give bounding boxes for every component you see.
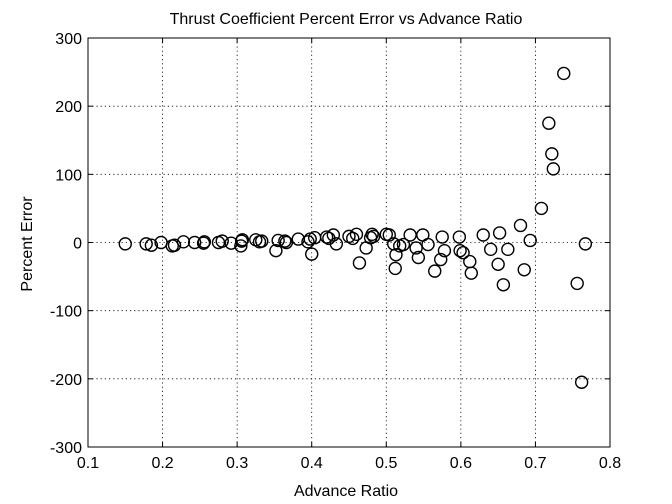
data-point-marker	[144, 238, 159, 252]
data-point-marker	[513, 218, 528, 233]
data-point-marker	[452, 230, 467, 244]
y-tick-label: 100	[55, 167, 82, 184]
y-tick-label: -100	[50, 304, 82, 321]
y-tick-label: 200	[55, 99, 82, 116]
y-tick-label: -200	[50, 372, 82, 389]
data-point-marker	[329, 237, 344, 251]
data-point-marker	[428, 264, 442, 278]
y-tick-label: 300	[55, 31, 82, 48]
data-points	[118, 66, 593, 389]
data-point-marker	[388, 261, 402, 276]
data-point-marker	[197, 235, 212, 249]
data-point-marker	[421, 237, 435, 252]
data-point-marker	[492, 226, 507, 240]
x-tick-label: 0.6	[450, 455, 472, 472]
data-point-marker	[437, 243, 452, 258]
data-point-marker	[545, 147, 559, 161]
data-point-marker	[396, 237, 411, 252]
data-point-marker	[139, 237, 153, 251]
y-tick-label: -300	[50, 440, 82, 457]
data-point-marker	[235, 233, 250, 247]
data-point-marker	[578, 237, 593, 251]
data-point-marker	[557, 66, 571, 81]
data-point-marker	[389, 248, 403, 262]
data-point-marker	[346, 231, 360, 246]
data-point-marker	[453, 243, 467, 258]
data-point-marker	[456, 246, 470, 260]
x-tick-label: 0.2	[151, 455, 173, 472]
data-point-marker	[319, 230, 334, 244]
data-point-marker	[517, 263, 531, 277]
data-point-marker	[176, 235, 191, 249]
x-tick-label: 0.3	[226, 455, 248, 472]
axis-ticks: 0.1 0.2 0.3 0.4 0.5 0.6 0.7 0.8 -300 -200 -100 0 100…	[50, 31, 621, 472]
data-point-marker	[279, 235, 294, 250]
x-tick-label: 0.1	[77, 455, 99, 472]
data-point-marker	[352, 256, 367, 270]
data-point-marker	[215, 234, 229, 248]
data-point-marker	[574, 375, 589, 389]
data-point-marker	[491, 257, 505, 272]
data-point-marker	[326, 228, 341, 242]
data-point-marker	[523, 233, 537, 248]
data-point-marker	[365, 227, 379, 242]
data-point-marker	[501, 242, 515, 257]
x-tick-label: 0.8	[599, 455, 621, 472]
data-point-marker	[411, 250, 426, 265]
data-point-marker	[234, 239, 248, 253]
data-point-marker	[118, 237, 132, 251]
data-point-marker	[305, 247, 319, 261]
data-point-marker	[546, 162, 561, 176]
x-tick-label: 0.7	[524, 455, 546, 472]
data-point-marker	[464, 266, 478, 280]
data-point-marker	[349, 227, 364, 242]
data-point-marker	[366, 229, 381, 244]
x-axis-title: Advance Ratio	[294, 483, 398, 500]
data-point-marker	[167, 238, 182, 252]
chart-title: Thrust Coefficient Percent Error vs Adva…	[170, 11, 523, 28]
data-point-marker	[301, 235, 315, 249]
data-point-marker	[542, 116, 556, 130]
x-tick-label: 0.4	[301, 455, 323, 472]
data-point-marker	[476, 228, 490, 242]
y-axis-title: Percent Error	[19, 196, 36, 292]
x-tick-label: 0.5	[375, 455, 397, 472]
data-point-marker	[278, 234, 292, 248]
data-point-marker	[434, 252, 448, 267]
data-point-marker	[483, 242, 498, 257]
data-point-marker	[435, 230, 449, 244]
data-point-marker	[255, 234, 269, 248]
data-point-marker	[570, 276, 584, 291]
data-point-marker	[271, 233, 285, 248]
y-tick-label: 0	[73, 236, 82, 253]
data-point-marker	[269, 243, 283, 258]
data-point-marker	[496, 278, 511, 292]
data-point-marker	[187, 235, 202, 250]
data-point-marker	[534, 201, 549, 216]
data-point-marker	[409, 241, 423, 255]
